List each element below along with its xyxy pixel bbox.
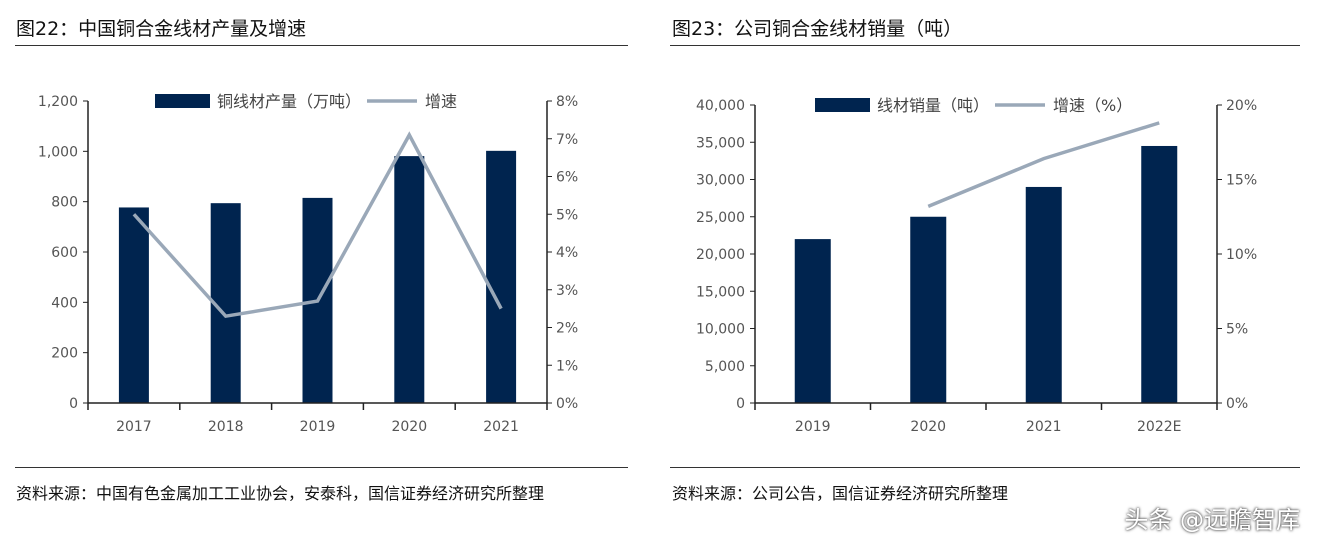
- x-tick-label: 2019: [795, 419, 831, 435]
- y2-tick-label: 3%: [556, 283, 578, 299]
- y-tick-label: 35,000: [696, 135, 745, 151]
- bar-2022E: [1141, 145, 1178, 403]
- y2-tick-label: 20%: [1226, 98, 1257, 114]
- y-tick-label: 1,200: [38, 94, 78, 110]
- x-tick-label: 2020: [910, 419, 946, 435]
- y-tick-label: 40,000: [696, 98, 745, 114]
- x-tick-label: 2022E: [1137, 419, 1181, 435]
- chart1-source: 资料来源：中国有色金属加工工业协会，安泰科，国信证券经济研究所整理: [16, 484, 545, 503]
- bar-2020: [910, 216, 947, 403]
- x-tick-label: 2021: [483, 419, 519, 435]
- bar-2017: [118, 207, 149, 403]
- y-tick-label: 400: [51, 295, 78, 311]
- source-divider: [15, 467, 628, 468]
- y-tick-label: 15,000: [696, 284, 745, 300]
- y2-tick-label: 7%: [556, 132, 578, 148]
- x-tick-label: 2018: [208, 419, 244, 435]
- growth-line: [927, 121, 1160, 208]
- y2-tick-label: 5%: [1226, 322, 1248, 338]
- y-tick-label: 800: [51, 195, 78, 211]
- y2-tick-label: 6%: [556, 170, 578, 186]
- title-divider: [670, 45, 1300, 46]
- y2-tick-label: 15%: [1226, 173, 1257, 189]
- y-tick-label: 1,000: [38, 144, 78, 160]
- legend-bar-label: 铜线材产量（万吨）: [217, 92, 361, 111]
- bar-2021: [486, 150, 517, 403]
- x-tick-label: 2017: [116, 419, 152, 435]
- chart2-title: 图23：公司铜合金线材销量（吨）: [672, 18, 963, 40]
- legend-line-label: 增速: [425, 92, 457, 111]
- legend-line-label: 增速（%）: [1053, 96, 1132, 115]
- y-tick-label: 20,000: [696, 247, 745, 263]
- x-tick-label: 2019: [300, 419, 336, 435]
- legend-bar-swatch: [155, 94, 210, 108]
- bar-2021: [1025, 186, 1062, 403]
- chart2-source: 资料来源：公司公告，国信证券经济研究所整理: [672, 484, 1009, 503]
- title-divider: [15, 45, 628, 46]
- y2-tick-label: 8%: [556, 94, 578, 110]
- legend-bar-swatch: [815, 98, 870, 112]
- y-tick-label: 25,000: [696, 210, 745, 226]
- y-tick-label: 600: [51, 245, 78, 261]
- bar-2020: [394, 156, 425, 403]
- y-tick-label: 30,000: [696, 173, 745, 189]
- y2-tick-label: 2%: [556, 321, 578, 337]
- growth-line: [132, 131, 503, 319]
- y2-tick-label: 4%: [556, 245, 578, 261]
- y-tick-label: 0: [69, 396, 78, 412]
- bar-2019: [794, 239, 831, 403]
- y-tick-label: 5,000: [705, 359, 745, 375]
- source-divider: [670, 467, 1300, 468]
- x-tick-label: 2020: [391, 419, 427, 435]
- chart1-title: 图22：中国铜合金线材产量及增速: [16, 18, 307, 40]
- watermark: 头条 @远瞻智库: [1124, 506, 1300, 534]
- y2-tick-label: 10%: [1226, 247, 1257, 263]
- y-tick-label: 200: [51, 346, 78, 362]
- y-tick-label: 0: [736, 396, 745, 412]
- y2-tick-label: 5%: [556, 207, 578, 223]
- y-tick-label: 10,000: [696, 322, 745, 338]
- y2-tick-label: 0%: [556, 396, 578, 412]
- x-tick-label: 2021: [1026, 419, 1062, 435]
- y2-tick-label: 0%: [1226, 396, 1248, 412]
- legend-bar-label: 线材销量（吨）: [877, 96, 989, 115]
- y2-tick-label: 1%: [556, 358, 578, 374]
